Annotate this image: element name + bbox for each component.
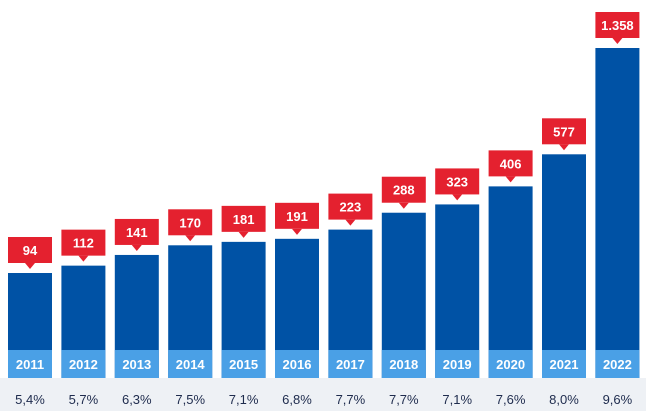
data-label: 323 <box>446 174 468 189</box>
year-tick-label: 2014 <box>176 357 206 372</box>
percentage-label: 7,6% <box>496 392 526 407</box>
bar <box>595 48 640 378</box>
year-tick-label: 2019 <box>443 357 472 372</box>
percentage-label: 7,1% <box>229 392 259 407</box>
percentage-label: 7,5% <box>175 392 205 407</box>
data-label: 191 <box>286 209 308 224</box>
percentage-label: 5,4% <box>15 392 45 407</box>
percentage-band <box>0 378 646 411</box>
percentage-label: 8,0% <box>549 392 579 407</box>
year-tick-label: 2022 <box>603 357 632 372</box>
year-label-bg <box>435 350 480 378</box>
year-tick-label: 2016 <box>283 357 312 372</box>
year-tick-label: 2013 <box>122 357 151 372</box>
value-label-pointer <box>78 255 89 262</box>
year-label-bg <box>328 350 373 378</box>
year-label-bg <box>275 350 319 378</box>
value-label-bg <box>435 168 480 195</box>
year-tick-label: 2017 <box>336 357 365 372</box>
percentage-label: 9,6% <box>603 392 633 407</box>
year-tick-label: 2012 <box>69 357 98 372</box>
year-label-bg <box>168 350 213 378</box>
percentage-label: 6,8% <box>282 392 312 407</box>
percentage-label: 7,7% <box>336 392 366 407</box>
value-label-pointer <box>345 219 356 226</box>
bar <box>542 154 586 378</box>
year-label-bg <box>595 350 640 378</box>
year-tick-label: 2015 <box>229 357 258 372</box>
value-label-pointer <box>505 176 516 183</box>
year-tick-label: 2011 <box>16 357 44 372</box>
year-tick-label: 2021 <box>550 357 579 372</box>
value-label-bg <box>328 193 373 220</box>
value-label-bg <box>168 209 213 236</box>
bar <box>488 186 533 378</box>
year-label-bg <box>221 350 266 378</box>
data-label: 1.358 <box>601 18 634 33</box>
value-label-bg <box>61 229 106 256</box>
value-label-pointer <box>292 228 302 235</box>
value-label-pointer <box>452 194 463 201</box>
value-label-bg <box>114 218 159 245</box>
percentage-label: 6,3% <box>122 392 152 407</box>
year-label-bg <box>381 350 426 378</box>
percentage-label: 7,1% <box>442 392 472 407</box>
bar <box>435 204 480 378</box>
data-label: 181 <box>233 212 255 227</box>
value-label-pointer <box>131 244 142 251</box>
value-label-pointer <box>398 202 409 209</box>
value-label-pointer <box>185 235 196 242</box>
data-label: 170 <box>179 215 201 230</box>
data-label: 94 <box>23 243 38 258</box>
data-label: 223 <box>340 200 362 215</box>
value-label-bg <box>595 12 640 38</box>
value-label-bg <box>275 202 319 229</box>
percentage-label: 7,7% <box>389 392 419 407</box>
value-label-pointer <box>25 263 35 269</box>
value-label-bg <box>488 150 533 177</box>
year-tick-label: 2020 <box>496 357 525 372</box>
year-label-bg <box>488 350 533 378</box>
year-label-bg <box>114 350 159 378</box>
value-label-bg <box>542 118 586 145</box>
data-label: 577 <box>553 124 575 139</box>
data-label: 288 <box>393 183 415 198</box>
year-tick-label: 2018 <box>389 357 418 372</box>
value-label-bg <box>8 237 52 263</box>
data-label: 406 <box>500 156 522 171</box>
value-label-pointer <box>612 38 623 44</box>
percentage-label: 5,7% <box>69 392 99 407</box>
value-label-pointer <box>238 231 249 238</box>
value-label-bg <box>381 176 426 203</box>
value-label-bg <box>221 205 266 232</box>
value-label-pointer <box>559 144 569 151</box>
data-label: 141 <box>126 225 148 240</box>
year-label-bg <box>542 350 586 378</box>
year-label-bg <box>8 350 52 378</box>
data-label: 112 <box>73 236 94 251</box>
year-label-bg <box>61 350 106 378</box>
